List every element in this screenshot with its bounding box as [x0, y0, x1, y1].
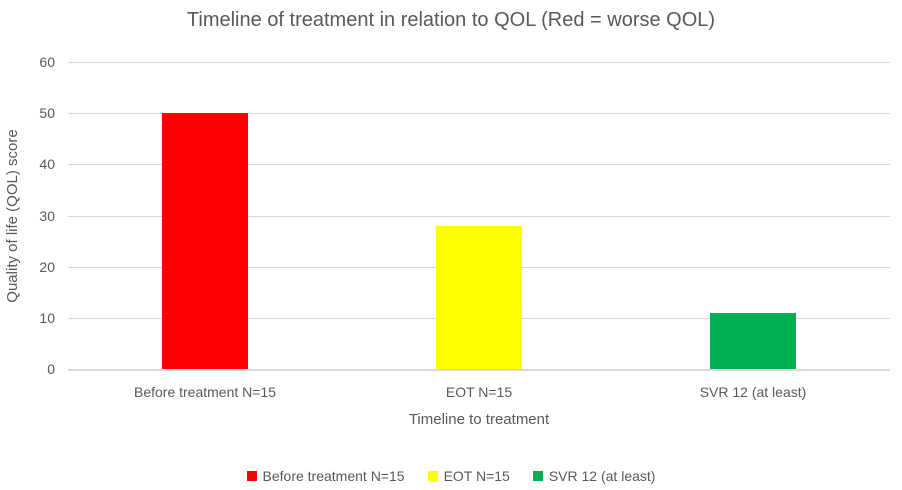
y-tick-label: 60	[39, 54, 55, 70]
legend-label: Before treatment N=15	[262, 468, 405, 484]
bar-2	[436, 225, 522, 369]
legend-swatch-icon	[532, 471, 543, 481]
y-tick-label: 50	[39, 105, 55, 122]
x-category-label: SVR 12 (at least)	[699, 384, 807, 400]
x-axis-line	[68, 369, 890, 371]
legend-label: SVR 12 (at least)	[548, 468, 656, 484]
legend-item: Before treatment N=15	[246, 468, 405, 484]
gridline	[68, 62, 890, 63]
legend-item: SVR 12 (at least)	[532, 468, 656, 484]
gridline	[68, 113, 890, 115]
chart-title: Timeline of treatment in relation to QOL…	[186, 9, 716, 31]
x-axis-title: Timeline to treatment	[408, 411, 550, 428]
bar-1	[162, 113, 248, 369]
legend-swatch-icon	[246, 471, 257, 481]
gridline	[68, 164, 890, 166]
y-tick-label: 0	[47, 361, 55, 377]
bar-3	[710, 312, 796, 369]
x-category-label: EOT N=15	[445, 384, 513, 400]
legend-item: EOT N=15	[427, 468, 510, 484]
x-category-label: Before treatment N=15	[133, 384, 277, 400]
y-tick-label: 10	[39, 309, 55, 326]
y-tick-label: 30	[39, 207, 55, 224]
y-tick-label: 40	[39, 156, 55, 173]
y-tick-label: 20	[39, 258, 55, 275]
chart-legend: Before treatment N=15 EOT N=15 SVR 12 (at …	[0, 468, 902, 484]
legend-label: EOT N=15	[443, 468, 510, 484]
legend-swatch-icon	[427, 471, 438, 481]
gridline	[68, 215, 890, 217]
